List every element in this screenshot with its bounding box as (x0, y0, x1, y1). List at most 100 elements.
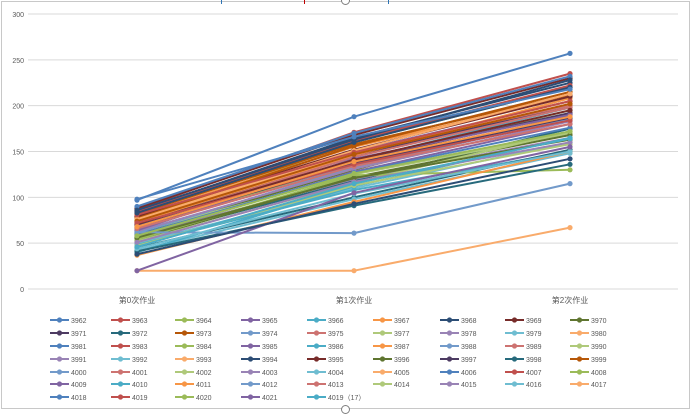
legend-item[interactable]: 3990 (570, 343, 607, 351)
legend-item[interactable]: 3969 (505, 317, 542, 325)
legend-item[interactable]: 4020 (175, 394, 212, 402)
data-point[interactable] (134, 268, 140, 274)
series-4020[interactable] (134, 136, 573, 250)
data-point[interactable] (351, 175, 357, 181)
data-point[interactable] (567, 86, 573, 92)
data-point[interactable] (134, 251, 140, 257)
legend-item[interactable]: 3970 (570, 317, 607, 325)
data-point[interactable] (567, 73, 573, 79)
legend-item[interactable]: 3965 (241, 317, 278, 325)
data-point[interactable] (351, 190, 357, 196)
data-point[interactable] (567, 114, 573, 120)
legend-item[interactable]: 3980 (570, 330, 607, 338)
data-point[interactable] (567, 117, 573, 123)
data-point[interactable] (567, 181, 573, 187)
data-point[interactable] (567, 144, 573, 150)
legend-item[interactable]: 3999 (570, 356, 607, 364)
data-point[interactable] (567, 156, 573, 162)
legend-item[interactable]: 3975 (307, 330, 344, 338)
data-point[interactable] (567, 161, 573, 167)
data-point[interactable] (134, 220, 140, 226)
data-point[interactable] (567, 125, 573, 131)
legend-item[interactable]: 3977 (373, 330, 410, 338)
series-4021[interactable] (134, 114, 573, 230)
series-4019[interactable] (134, 144, 573, 274)
legend-item[interactable]: 3996 (373, 356, 410, 364)
legend-item[interactable]: 3964 (175, 317, 212, 325)
legend-item[interactable]: 4001 (111, 369, 148, 377)
legend-item[interactable]: 3979 (505, 330, 542, 338)
legend-item[interactable]: 4007 (505, 369, 542, 377)
data-point[interactable] (567, 136, 573, 142)
data-point[interactable] (134, 203, 140, 210)
data-point[interactable] (351, 268, 357, 274)
data-point[interactable] (351, 181, 357, 187)
legend-item[interactable]: 3966 (307, 317, 344, 325)
legend-item[interactable]: 3997 (440, 356, 477, 364)
data-point[interactable] (134, 229, 140, 235)
data-point[interactable] (567, 139, 573, 145)
data-point[interactable] (134, 233, 140, 239)
series-4010[interactable] (134, 181, 573, 236)
data-point[interactable] (567, 50, 573, 57)
series-4019（17）[interactable] (134, 156, 573, 257)
legend-item[interactable]: 4008 (570, 369, 607, 377)
data-point[interactable] (567, 225, 573, 231)
series-4018[interactable] (134, 128, 573, 239)
legend-item[interactable]: 4005 (373, 369, 410, 377)
data-point[interactable] (567, 91, 573, 97)
legend-item[interactable]: 4003 (241, 369, 278, 377)
data-point[interactable] (351, 201, 357, 207)
legend-item[interactable]: 3995 (307, 356, 344, 364)
data-point[interactable] (351, 114, 357, 120)
resize-handle-top[interactable] (341, 0, 350, 5)
legend-item[interactable]: 3967 (373, 317, 410, 325)
legend-item[interactable]: 3985 (241, 343, 278, 351)
legend-item[interactable]: 3978 (440, 330, 477, 338)
series-3980[interactable] (134, 73, 573, 210)
legend-item[interactable]: 3989 (505, 343, 542, 351)
legend[interactable]: 3962 3963 3964 3965 3966 3967 3968 3969 3970 3971… (50, 317, 607, 402)
legend-item[interactable]: 3968 (440, 317, 477, 325)
legend-item[interactable]: 4004 (307, 369, 344, 377)
data-point[interactable] (351, 170, 357, 177)
data-point[interactable] (351, 134, 357, 140)
data-point[interactable] (351, 130, 357, 136)
data-point[interactable] (567, 167, 573, 173)
data-point[interactable] (134, 224, 140, 230)
legend-item[interactable]: 4011 (175, 381, 211, 389)
legend-item[interactable]: 3994 (241, 356, 278, 364)
data-point[interactable] (351, 159, 357, 165)
data-point[interactable] (567, 77, 573, 83)
legend-item[interactable]: 3984 (175, 343, 212, 351)
legend-item[interactable]: 4018 (50, 394, 87, 402)
legend-item[interactable]: 4000 (50, 369, 87, 377)
data-point[interactable] (134, 210, 140, 216)
legend-item[interactable]: 3988 (440, 343, 477, 351)
legend-item[interactable]: 4002 (175, 369, 212, 377)
legend-item[interactable]: 4013 (307, 381, 344, 389)
legend-item[interactable]: 3986 (307, 343, 344, 351)
legend-item[interactable]: 3971 (50, 330, 87, 338)
legend-item[interactable]: 3987 (373, 343, 410, 351)
legend-item[interactable]: 4009 (50, 381, 87, 389)
legend-item[interactable]: 4016 (505, 381, 542, 389)
legend-item[interactable]: 4021 (241, 394, 278, 402)
legend-item[interactable]: 4019（17） (307, 394, 365, 402)
data-point[interactable] (567, 107, 573, 113)
legend-item[interactable]: 3974 (241, 330, 278, 338)
data-point[interactable] (134, 244, 140, 250)
data-point[interactable] (351, 151, 357, 157)
legend-item[interactable]: 4006 (440, 369, 477, 377)
legend-item[interactable]: 3983 (111, 343, 148, 351)
legend-item[interactable]: 4014 (373, 381, 410, 389)
legend-item[interactable]: 4017 (570, 381, 607, 389)
data-point[interactable] (351, 230, 357, 236)
legend-item[interactable]: 4019 (111, 394, 148, 402)
legend-item[interactable]: 3973 (175, 330, 212, 338)
data-point[interactable] (134, 239, 140, 245)
series-4016[interactable] (134, 86, 573, 202)
legend-item[interactable]: 3963 (111, 317, 148, 325)
legend-item[interactable]: 3993 (175, 356, 212, 364)
data-point[interactable] (134, 196, 140, 202)
